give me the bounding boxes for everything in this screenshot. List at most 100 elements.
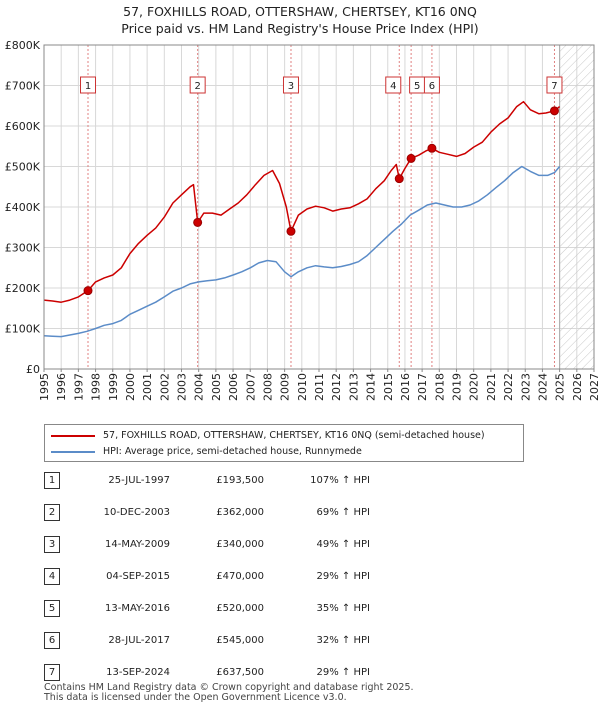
sale-hpi-change: 69% ↑ HPI: [316, 507, 370, 518]
sale-row: 4 04-SEP-2015 £470,000 29% ↑ HPI: [44, 568, 484, 588]
sale-point: [83, 286, 93, 296]
sale-number-badge: 6: [44, 632, 60, 649]
y-tick-label: £500K: [5, 161, 41, 174]
sale-number-badge: 3: [44, 536, 60, 553]
x-tick-label: 1998: [90, 373, 103, 401]
sale-row: 2 10-DEC-2003 £362,000 69% ↑ HPI: [44, 504, 484, 524]
x-tick-label: 1999: [107, 373, 120, 401]
sale-point: [286, 226, 296, 236]
x-tick-label: 2015: [382, 373, 395, 401]
sale-number-badge: 2: [44, 504, 60, 521]
x-tick-label: 2008: [261, 373, 274, 401]
sale-label-text: 6: [429, 81, 435, 92]
x-tick-label: 2024: [536, 373, 549, 401]
x-tick-label: 2003: [176, 373, 189, 401]
x-tick-label: 2017: [416, 373, 429, 401]
x-tick-label: 2001: [141, 373, 154, 401]
sale-hpi-change: 107% ↑ HPI: [310, 475, 370, 486]
y-tick-label: £600K: [5, 120, 41, 133]
sale-date: 28-JUL-2017: [108, 635, 170, 646]
sale-row: 1 25-JUL-1997 £193,500 107% ↑ HPI: [44, 472, 484, 492]
x-tick-label: 2007: [244, 373, 257, 401]
y-tick-label: £300K: [5, 242, 41, 255]
sale-label-box: 3: [282, 76, 299, 94]
sale-label-text: 2: [194, 81, 200, 92]
legend-item-hpi: HPI: Average price, semi-detached house,…: [51, 446, 362, 457]
x-tick-label: 2014: [365, 373, 378, 401]
property-price-line: [43, 100, 561, 303]
sale-row: 3 14-MAY-2009 £340,000 49% ↑ HPI: [44, 536, 484, 556]
sale-label-box: 4: [385, 76, 402, 94]
chart-subtitle: Price paid vs. HM Land Registry's House …: [121, 21, 479, 36]
sale-label-border: [385, 76, 402, 94]
y-tick-label: £0: [26, 363, 40, 376]
sale-label-text: 3: [288, 81, 294, 92]
x-tick-label: 2022: [502, 373, 515, 401]
x-tick-label: 2025: [554, 373, 567, 401]
sale-label-box: 1: [80, 76, 96, 94]
sale-row: 6 28-JUL-2017 £545,000 32% ↑ HPI: [44, 632, 484, 652]
sale-number-badge: 1: [44, 472, 60, 489]
footer-line-1: Contains HM Land Registry data © Crown c…: [44, 682, 414, 693]
footer-line-2: This data is licensed under the Open Gov…: [44, 692, 347, 703]
sale-row: 5 13-MAY-2016 £520,000 35% ↑ HPI: [44, 600, 484, 620]
sale-label-border: [189, 76, 206, 94]
sale-label-text: 7: [551, 81, 557, 92]
x-tick-label: 2005: [210, 373, 223, 401]
sale-hpi-change: 32% ↑ HPI: [316, 635, 370, 646]
sale-hpi-change: 49% ↑ HPI: [316, 539, 370, 550]
sale-number-badge: 7: [44, 664, 60, 681]
sale-point: [406, 153, 416, 163]
sale-hpi-change: 29% ↑ HPI: [316, 667, 370, 678]
x-tick-label: 2011: [313, 373, 326, 401]
sale-label-box: 2: [189, 76, 206, 94]
sale-price: £637,500: [216, 667, 264, 678]
sale-date: 14-MAY-2009: [104, 539, 170, 550]
x-tick-label: 2016: [399, 373, 412, 401]
x-tick-label: 2006: [227, 373, 240, 401]
sale-number-badge: 5: [44, 600, 60, 617]
x-tick-label: 2018: [433, 373, 446, 401]
y-tick-label: £800K: [5, 39, 41, 52]
sale-date: 10-DEC-2003: [103, 507, 170, 518]
x-tick-label: 2004: [193, 373, 206, 401]
sale-label-border: [423, 76, 440, 94]
sale-label-border: [282, 76, 299, 94]
x-tick-label: 1995: [38, 373, 51, 401]
sale-price: £545,000: [216, 635, 264, 646]
x-tick-label: 2026: [571, 373, 584, 401]
x-tick-label: 2020: [468, 373, 481, 401]
x-tick-label: 1996: [55, 373, 68, 401]
x-tick-label: 2000: [124, 373, 137, 401]
sale-date: 25-JUL-1997: [108, 475, 170, 486]
legend: 57, FOXHILLS ROAD, OTTERSHAW, CHERTSEY, …: [44, 424, 524, 462]
y-tick-label: £400K: [5, 201, 41, 214]
sale-price: £470,000: [216, 571, 264, 582]
y-tick-label: £700K: [5, 80, 41, 93]
sale-point: [549, 106, 559, 116]
x-tick-label: 2009: [279, 373, 292, 401]
chart-title: 57, FOXHILLS ROAD, OTTERSHAW, CHERTSEY, …: [123, 4, 477, 19]
sale-label-text: 5: [414, 81, 420, 92]
sale-label-border: [546, 76, 563, 94]
sale-number-badge: 4: [44, 568, 60, 585]
sale-price: £362,000: [216, 507, 264, 518]
sale-price: £193,500: [216, 475, 264, 486]
hpi-line: [43, 165, 561, 338]
sale-row: 7 13-SEP-2024 £637,500 29% ↑ HPI: [44, 664, 484, 684]
x-tick-label: 2021: [485, 373, 498, 401]
sale-label-box: 7: [546, 76, 563, 94]
x-tick-label: 2019: [451, 373, 464, 401]
sale-price: £520,000: [216, 603, 264, 614]
sale-date: 13-SEP-2024: [106, 667, 170, 678]
sale-price: £340,000: [216, 539, 264, 550]
sale-point: [193, 217, 203, 227]
legend-label-hpi: HPI: Average price, semi-detached house,…: [103, 446, 362, 457]
sale-point: [427, 143, 437, 153]
forecast-region: [559, 45, 594, 369]
legend-label-property: 57, FOXHILLS ROAD, OTTERSHAW, CHERTSEY, …: [103, 430, 485, 441]
legend-swatch-property: [51, 434, 95, 437]
x-tick-label: 2012: [330, 373, 343, 401]
legend-swatch-hpi: [51, 450, 95, 453]
sale-hpi-change: 29% ↑ HPI: [316, 571, 370, 582]
